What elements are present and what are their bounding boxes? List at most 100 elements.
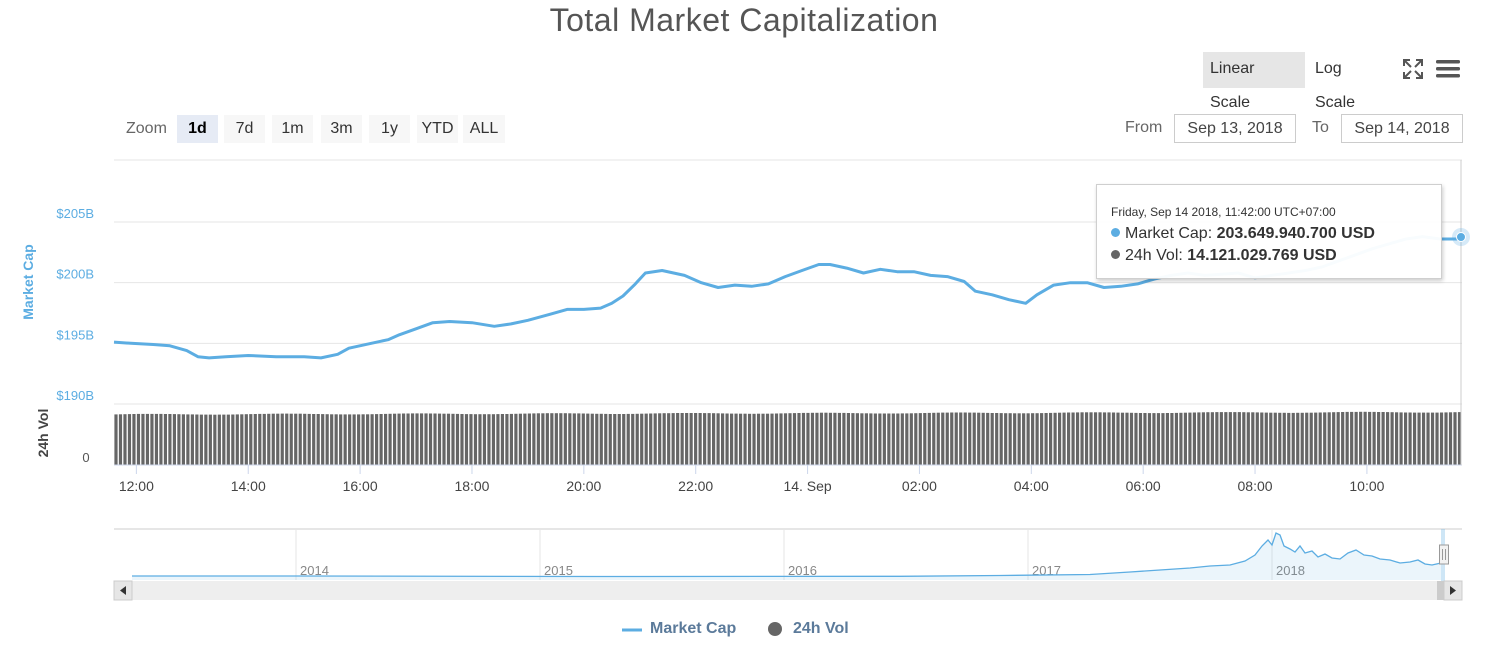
vol-bar bbox=[532, 413, 536, 465]
vol-bar bbox=[199, 414, 203, 465]
vol-bar bbox=[1215, 412, 1219, 465]
vol-bar bbox=[231, 414, 235, 465]
navigator[interactable]: 2014 2015 2016 2017 2018 bbox=[113, 528, 1463, 601]
legend-vol[interactable]: 24h Vol bbox=[793, 620, 849, 637]
zoom-3m-button[interactable]: 3m bbox=[321, 115, 362, 143]
vol-bar bbox=[491, 414, 496, 465]
vol-bar bbox=[478, 414, 482, 465]
to-date-input[interactable]: Sep 14, 2018 bbox=[1341, 114, 1463, 143]
zoom-1y-button[interactable]: 1y bbox=[369, 115, 410, 143]
vol-bar bbox=[1031, 413, 1035, 465]
vol-bar bbox=[1008, 413, 1012, 465]
vol-bar bbox=[905, 413, 909, 465]
vol-bar bbox=[204, 414, 208, 465]
vol-bar bbox=[918, 413, 922, 465]
vol-bar bbox=[392, 413, 397, 465]
zoom-1m-button[interactable]: 1m bbox=[272, 115, 313, 143]
vol-bar bbox=[370, 414, 374, 465]
vol-bar bbox=[698, 413, 702, 465]
vol-bar bbox=[743, 413, 747, 465]
vol-bar bbox=[150, 413, 154, 465]
menu-icon[interactable] bbox=[1434, 58, 1462, 80]
y-tick-label: $190B bbox=[56, 388, 94, 403]
vol-bar bbox=[433, 413, 437, 465]
scrollbar-thumb[interactable] bbox=[1437, 581, 1444, 600]
vol-bar bbox=[1426, 412, 1430, 465]
vol-bar bbox=[1327, 412, 1331, 465]
vol-bar bbox=[864, 413, 868, 465]
vol-bar bbox=[824, 412, 828, 465]
vol-bar bbox=[195, 414, 199, 465]
vol-bar bbox=[343, 414, 347, 465]
vol-bar bbox=[1314, 412, 1318, 465]
zoom-all-button[interactable]: ALL bbox=[463, 115, 505, 143]
vol-bar bbox=[1354, 411, 1358, 465]
vol-bar bbox=[1125, 412, 1129, 465]
vol-bar bbox=[401, 413, 406, 465]
vol-bar bbox=[887, 413, 891, 465]
vol-bar bbox=[1372, 411, 1376, 465]
vol-bar bbox=[361, 414, 365, 465]
vol-bar bbox=[725, 413, 729, 465]
vol-bar bbox=[1345, 411, 1349, 465]
vol-bar bbox=[792, 413, 797, 465]
vol-bar bbox=[316, 414, 320, 465]
vol-bar bbox=[1278, 412, 1282, 465]
vol-bar bbox=[1098, 412, 1102, 465]
vol-bar bbox=[514, 413, 518, 465]
zoom-7d-button[interactable]: 7d bbox=[224, 115, 265, 143]
vol-bar bbox=[1237, 412, 1241, 465]
vol-bar bbox=[262, 413, 266, 465]
vol-bar bbox=[658, 413, 662, 465]
navigator-handle[interactable] bbox=[1439, 544, 1449, 565]
vol-bar bbox=[1291, 412, 1295, 465]
vol-bar bbox=[765, 413, 770, 465]
vol-bar bbox=[244, 414, 248, 465]
vol-bar bbox=[145, 413, 150, 465]
scrollbar-track[interactable] bbox=[114, 581, 1462, 600]
scroll-left-button[interactable] bbox=[113, 580, 133, 601]
vol-bar bbox=[1305, 412, 1309, 465]
vol-bar bbox=[442, 413, 446, 465]
vol-bar bbox=[1224, 412, 1228, 465]
vol-bar bbox=[707, 413, 711, 465]
vol-bar bbox=[163, 414, 168, 465]
x-tick-label: 10:00 bbox=[1349, 478, 1384, 494]
vol-bar bbox=[1022, 413, 1026, 465]
vol-bar bbox=[172, 414, 176, 465]
vol-bar bbox=[271, 413, 275, 465]
vol-bar bbox=[999, 413, 1003, 465]
zoom-1d-button[interactable]: 1d bbox=[177, 115, 218, 143]
vol-bar bbox=[1255, 412, 1259, 465]
linear-scale-button[interactable]: Linear Scale bbox=[1203, 52, 1305, 111]
vol-bar bbox=[1017, 413, 1021, 465]
navigator-year-label: 2016 bbox=[788, 563, 817, 578]
zoom-ytd-button[interactable]: YTD bbox=[417, 115, 458, 143]
vol-bar bbox=[1192, 412, 1196, 465]
vol-bar bbox=[734, 413, 738, 465]
x-tick-label: 22:00 bbox=[678, 478, 713, 494]
vol-bar bbox=[1013, 413, 1017, 465]
vol-bar bbox=[1408, 412, 1412, 465]
vol-bar bbox=[752, 413, 756, 465]
vol-bar bbox=[1116, 412, 1120, 465]
vol-bar bbox=[1143, 413, 1147, 465]
vol-bar bbox=[900, 413, 904, 465]
vol-bar bbox=[249, 414, 253, 465]
legend-market-cap[interactable]: Market Cap bbox=[650, 620, 737, 637]
from-date-input[interactable]: Sep 13, 2018 bbox=[1174, 114, 1296, 143]
vol-bar bbox=[213, 414, 217, 465]
y-axis-ticks: $205B $200B $195B $190B bbox=[56, 206, 94, 403]
vol-bar bbox=[419, 413, 424, 465]
fullscreen-icon[interactable] bbox=[1402, 58, 1424, 80]
scroll-right-button[interactable] bbox=[1443, 580, 1463, 601]
vol-bar bbox=[1071, 412, 1075, 465]
vol-bar bbox=[208, 414, 212, 465]
x-tick-label: 12:00 bbox=[119, 478, 154, 494]
vol-bar bbox=[1269, 412, 1273, 465]
vol-bar bbox=[464, 414, 469, 465]
vol-bar bbox=[366, 414, 370, 465]
log-scale-button[interactable]: Log Scale bbox=[1315, 60, 1356, 111]
vol-bar bbox=[181, 414, 185, 465]
vol-bar bbox=[712, 413, 716, 465]
